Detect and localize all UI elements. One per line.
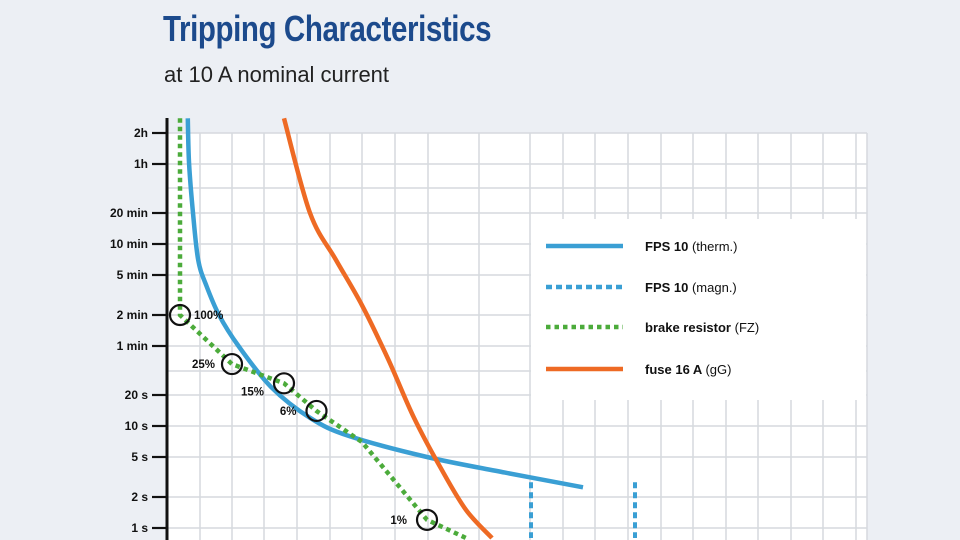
series-layer: [168, 117, 637, 540]
chart-subtitle: at 10 A nominal current: [164, 62, 390, 87]
y-tick-label: 10 s: [125, 419, 149, 433]
series-fuse-16-a-gg-line: [281, 117, 494, 540]
marker-circle: [272, 372, 296, 395]
y-tick-label: 1 s: [131, 521, 148, 535]
y-tick-label: 5 s: [131, 450, 148, 464]
legend-series-name: fuse 16 A: [645, 362, 705, 377]
legend-series-name: FPS 10: [645, 280, 692, 295]
marker-circle: [168, 303, 192, 327]
legend-label: FPS 10 (therm.): [645, 239, 737, 254]
y-tick-label: 1 min: [117, 339, 148, 353]
legend-series-note: (FZ): [735, 320, 760, 335]
marker-label: 1%: [390, 515, 407, 527]
legend-label: fuse 16 A (gG): [645, 362, 731, 377]
series-fps-10-therm-line: [185, 118, 584, 490]
legend-label: brake resistor (FZ): [645, 320, 759, 335]
chart-title: Tripping Characteristics: [163, 8, 492, 49]
marker-circle: [415, 508, 439, 531]
marker-circle: [220, 352, 244, 376]
y-axis: 2h 1h 20 min 10 min 5 min 2 min 1 min 20 s 10 s 5…: [110, 118, 169, 540]
y-tick-label: 20 s: [125, 388, 149, 402]
y-tick-label: 5 min: [117, 268, 148, 282]
legend-label: FPS 10 (magn.): [645, 280, 737, 295]
series-brake-resistor-fz-line: [177, 118, 467, 540]
legend-series-note: (therm.): [692, 239, 738, 254]
legend-series-name: brake resistor: [645, 320, 735, 335]
legend-series-name: FPS 10: [645, 239, 692, 254]
marker-label-layer: 100% 25% 15% 6% 1%: [192, 310, 407, 527]
y-tick-label: 2 min: [117, 308, 148, 322]
y-tick-label: 2h: [134, 126, 148, 140]
marker-circle: [305, 399, 328, 423]
y-tick-label: 10 min: [110, 237, 148, 251]
y-tick-label: 2 s: [131, 490, 148, 504]
marker-label: 15%: [241, 386, 264, 398]
marker-label: 25%: [192, 359, 215, 371]
legend-series-note: (gG): [705, 362, 731, 377]
marker-label: 100%: [194, 310, 223, 322]
y-tick-label: 1h: [134, 157, 148, 171]
legend: FPS 10 (therm.)FPS 10 (magn.)brake resis…: [531, 219, 866, 400]
legend-series-note: (magn.): [692, 280, 737, 295]
y-tick-label: 20 min: [110, 206, 148, 220]
marker-label: 6%: [280, 406, 297, 418]
